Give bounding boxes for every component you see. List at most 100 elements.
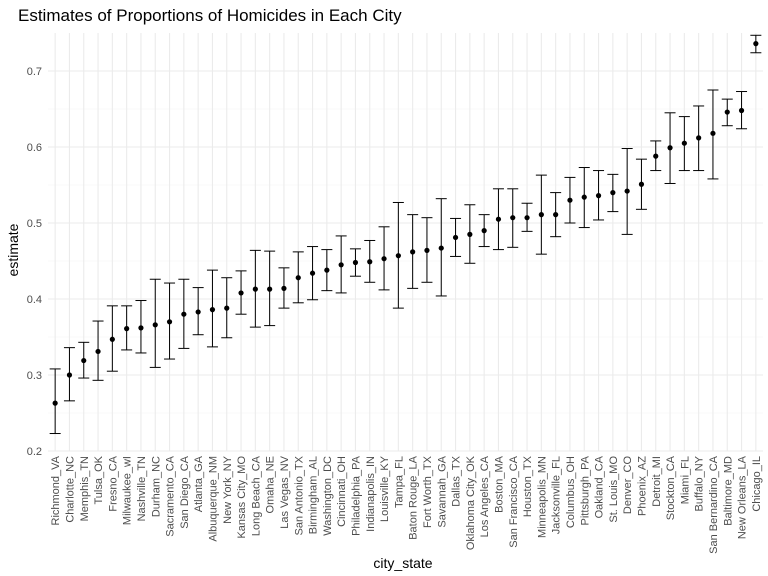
estimate-point xyxy=(567,197,573,203)
chart-title: Estimates of Proportions of Homicides in… xyxy=(18,6,402,25)
estimate-point xyxy=(524,215,530,221)
errorbar-group xyxy=(321,249,333,292)
x-tick-label: Las Vegas_NV xyxy=(279,455,291,528)
errorbar-group xyxy=(593,170,605,221)
errorbar-group xyxy=(149,278,161,368)
estimate-point xyxy=(610,190,616,196)
errorbar-group xyxy=(378,226,390,291)
estimate-point xyxy=(481,228,487,234)
x-tick-label: Chicago_IL xyxy=(751,456,763,512)
errorbar-group xyxy=(721,98,733,127)
x-tick-label: Dallas_TX xyxy=(451,455,463,506)
x-tick-label: Louisville_KY xyxy=(379,455,391,522)
errorbar-group xyxy=(63,347,75,402)
errorbar-group xyxy=(535,174,547,255)
x-tick-label: Minneapolis_MN xyxy=(536,456,548,538)
errorbar-group xyxy=(578,167,590,229)
estimate-point xyxy=(753,41,759,47)
x-tick-label: Washington_DC xyxy=(322,456,334,536)
x-tick-label: Savannah_GA xyxy=(436,455,448,527)
errorbar-group xyxy=(49,368,61,435)
estimate-point xyxy=(81,357,87,364)
x-tick-label: Omaha_NE xyxy=(265,456,277,513)
x-tick-label: New Orleans_LA xyxy=(737,455,749,539)
estimate-point xyxy=(267,286,273,292)
estimate-point xyxy=(152,322,158,328)
errorbar-group xyxy=(121,305,133,351)
estimate-point xyxy=(381,256,387,262)
errorbar-group xyxy=(335,235,347,294)
data-marks xyxy=(49,34,762,435)
estimate-point xyxy=(309,270,316,276)
errorbar-group xyxy=(249,249,261,328)
errorbar-group xyxy=(678,116,690,172)
errorbar-group xyxy=(349,248,361,277)
errorbar-group xyxy=(464,204,476,264)
errorbar-group xyxy=(564,176,576,224)
estimate-point xyxy=(638,181,645,187)
estimate-point xyxy=(324,267,330,273)
y-tick-label: 0.5 xyxy=(27,218,42,230)
x-tick-label: Nashville_TN xyxy=(136,456,148,521)
x-tick-label: Houston_TX xyxy=(522,455,534,517)
x-tick-label: Oakland_CA xyxy=(594,455,606,518)
x-tick-label: San Diego_CA xyxy=(179,455,191,528)
x-tick-label: Philadelphia_PA xyxy=(350,455,362,536)
y-tick-label: 0.6 xyxy=(27,142,42,154)
estimate-point xyxy=(52,400,58,406)
estimate-point xyxy=(338,262,344,268)
x-tick-label: Fort Worth_TX xyxy=(422,455,434,528)
x-tick-label: Atlanta_GA xyxy=(193,455,205,512)
x-axis-title: city_state xyxy=(373,555,432,571)
errorbar-group xyxy=(364,239,376,283)
errorbar-group xyxy=(92,320,104,381)
x-tick-label: Boston_MA xyxy=(493,455,505,513)
x-tick-label: Charlotte_NC xyxy=(64,456,76,523)
errorbar-group xyxy=(292,251,304,304)
x-tick-label: Columbus_OH xyxy=(565,456,577,528)
estimate-point xyxy=(495,216,502,222)
y-axis-tick-labels: 0.2 0.3 0.4 0.5 0.6 0.7 xyxy=(27,66,42,458)
estimate-point xyxy=(724,109,730,115)
estimate-point xyxy=(595,193,602,199)
estimate-point xyxy=(438,245,444,251)
errorbar-group xyxy=(78,341,90,379)
estimate-point xyxy=(124,326,130,332)
errorbar-group xyxy=(192,287,204,336)
estimate-point xyxy=(138,325,144,331)
x-tick-label: Buffalo_NY xyxy=(694,455,706,511)
x-tick-label: Phoenix_AZ xyxy=(636,456,648,516)
x-tick-label: Birmingham_AL xyxy=(308,456,320,534)
errorbar-group xyxy=(450,217,462,257)
y-tick-label: 0.7 xyxy=(27,66,42,78)
errorbar-group xyxy=(206,269,218,348)
estimate-point xyxy=(395,253,401,259)
errorbar-group xyxy=(492,188,504,251)
x-axis-tick-labels: Richmond_VA Charlotte_NC Memphis_TN Tulsa_O… xyxy=(50,455,763,554)
estimate-point xyxy=(452,234,459,241)
errorbar-group xyxy=(178,278,190,349)
estimate-point xyxy=(95,348,101,355)
errorbar-group xyxy=(392,201,404,309)
estimate-point xyxy=(538,212,544,218)
estimate-point xyxy=(653,153,659,159)
errorbar-group xyxy=(307,246,319,301)
x-tick-label: Pittsburgh_PA xyxy=(579,455,591,525)
estimate-point xyxy=(410,249,416,255)
errorbar-group xyxy=(235,270,247,315)
errorbar-group xyxy=(106,305,118,372)
x-tick-label: St. Louis_MO xyxy=(608,456,620,523)
errorbar-group xyxy=(264,250,276,327)
estimate-point xyxy=(352,259,359,266)
estimate-point xyxy=(696,135,702,141)
estimate-point xyxy=(510,215,516,221)
errorbar-group xyxy=(664,112,676,184)
x-tick-label: Los Angeles_CA xyxy=(479,455,491,537)
x-tick-label: Tulsa_OK xyxy=(93,455,105,504)
estimate-point xyxy=(252,286,258,292)
estimate-point xyxy=(581,194,587,200)
x-tick-label: New York_NY xyxy=(222,455,234,524)
estimate-point xyxy=(738,107,745,114)
estimate-point xyxy=(109,336,115,342)
errorbar-group xyxy=(635,158,647,210)
